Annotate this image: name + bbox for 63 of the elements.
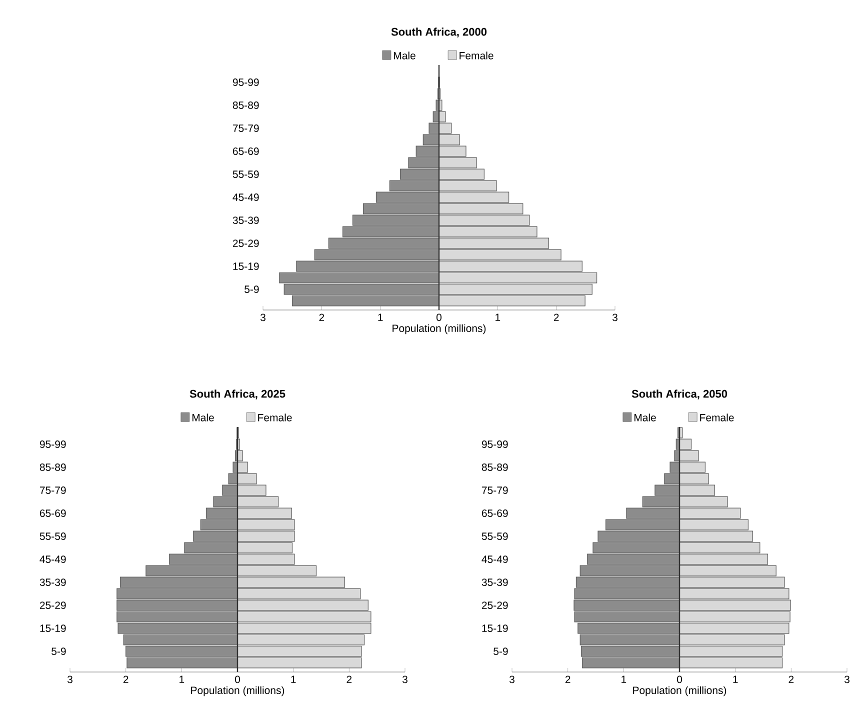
x-axis-title: Population (millions) xyxy=(633,686,726,696)
y-tick-label: 5-9 xyxy=(494,648,508,656)
y-tick-label: 95-99 xyxy=(40,440,66,448)
x-tick-label: 2 xyxy=(346,676,352,684)
y-tick-label: 85-89 xyxy=(482,464,508,471)
y-tick-label: 5-9 xyxy=(244,286,259,294)
y-tick-label: 5-9 xyxy=(52,648,66,656)
y-tick-label: 85-89 xyxy=(40,464,66,471)
y-tick-label: 85-89 xyxy=(232,102,259,109)
x-tick-label: 2 xyxy=(319,314,324,322)
x-tick-label: 3 xyxy=(844,676,850,684)
y-tick-label: 35-39 xyxy=(40,578,66,586)
x-tick-label: 3 xyxy=(260,314,266,322)
x-tick-label: 1 xyxy=(496,314,500,321)
y-tick-label: 55-59 xyxy=(40,532,66,540)
y-tick-label: 15-19 xyxy=(482,624,508,632)
x-axis-title: Population (millions) xyxy=(191,686,284,696)
x-tick-label: 0 xyxy=(436,314,442,322)
y-tick-label: 25-29 xyxy=(482,602,508,610)
legend-label: Female xyxy=(258,414,292,422)
x-axis-title: Population (millions) xyxy=(392,324,486,334)
x-tick-label: 3 xyxy=(612,314,618,322)
y-tick-label: 55-59 xyxy=(482,532,508,540)
legend-label: Male xyxy=(192,414,214,422)
x-tick-label: 2 xyxy=(123,676,128,684)
chart-title: South Africa, 2000 xyxy=(391,28,487,38)
y-tick-label: 95-99 xyxy=(232,78,259,86)
x-tick-label: 1 xyxy=(733,676,738,683)
chart-title: South Africa, 2025 xyxy=(190,390,286,400)
y-tick-label: 45-49 xyxy=(482,556,508,563)
y-tick-label: 25-29 xyxy=(40,602,66,610)
y-tick-label: 75-79 xyxy=(40,486,66,494)
x-tick-label: 0 xyxy=(234,676,240,684)
x-tick-label: 1 xyxy=(180,676,184,683)
legend-label: Female xyxy=(460,52,494,60)
x-tick-label: 3 xyxy=(67,676,72,684)
x-tick-label: 2 xyxy=(554,314,559,322)
y-tick-label: 15-19 xyxy=(40,624,66,632)
y-tick-label: 15-19 xyxy=(233,262,259,270)
y-tick-label: 55-59 xyxy=(232,170,259,178)
y-tick-label: 65-69 xyxy=(482,510,508,517)
chart-title: South Africa, 2050 xyxy=(632,390,728,400)
legend-label: Male xyxy=(394,52,416,60)
x-tick-label: 3 xyxy=(402,676,408,684)
x-tick-label: 1 xyxy=(622,676,626,683)
y-tick-label: 25-29 xyxy=(232,240,259,248)
y-tick-label: 45-49 xyxy=(40,556,66,563)
y-tick-label: 35-39 xyxy=(232,216,259,224)
x-tick-label: 0 xyxy=(676,676,682,684)
y-tick-label: 45-49 xyxy=(232,194,259,201)
legend-label: Male xyxy=(634,414,656,422)
y-tick-label: 75-79 xyxy=(482,486,508,494)
legend-label: Female xyxy=(700,414,734,422)
x-tick-label: 1 xyxy=(291,676,296,683)
x-tick-label: 1 xyxy=(378,314,383,321)
y-tick-label: 35-39 xyxy=(482,578,508,586)
x-tick-label: 2 xyxy=(788,676,794,684)
y-tick-label: 95-99 xyxy=(482,440,508,448)
x-tick-label: 3 xyxy=(509,676,514,684)
y-tick-label: 65-69 xyxy=(40,510,66,517)
x-tick-label: 2 xyxy=(565,676,570,684)
y-tick-label: 65-69 xyxy=(232,148,259,155)
y-tick-label: 75-79 xyxy=(232,124,259,132)
